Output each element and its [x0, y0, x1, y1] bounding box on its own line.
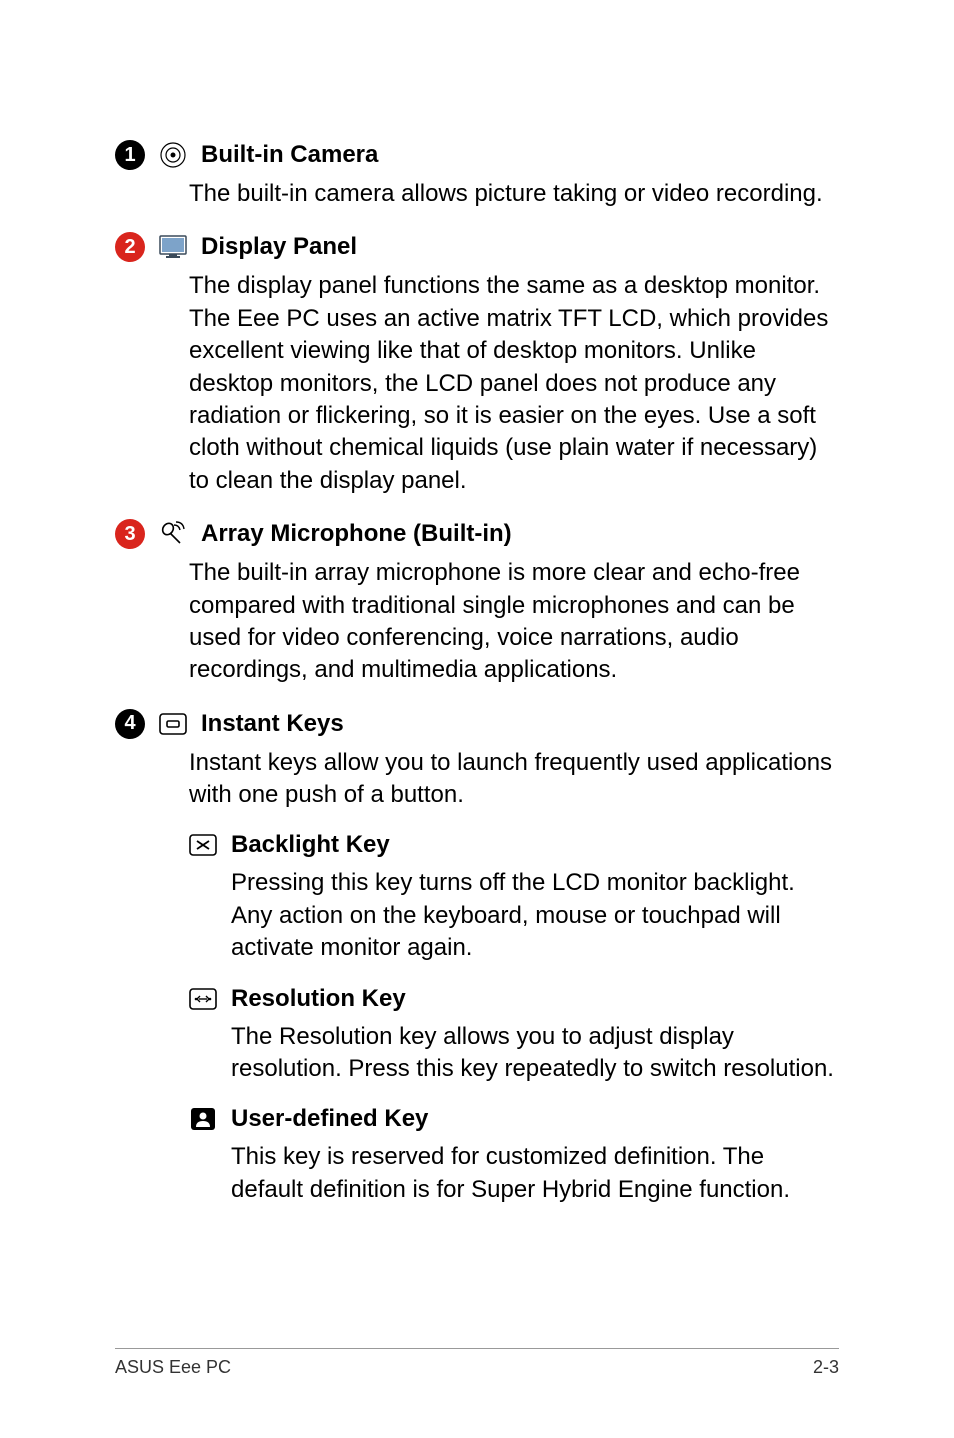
- user-defined-key-icon: [189, 1106, 217, 1132]
- sub-title: User-defined Key: [231, 1105, 428, 1133]
- sub-backlight-key: Backlight Key Pressing this key turns of…: [189, 831, 839, 964]
- display-panel-icon: [159, 233, 187, 261]
- entry-body: Instant keys allow you to launch frequen…: [189, 747, 839, 812]
- entry-body: The built-in array microphone is more cl…: [189, 557, 839, 687]
- footer-left: ASUS Eee PC: [115, 1357, 231, 1378]
- entry-title: Built-in Camera: [201, 141, 378, 169]
- entry-body: The built-in camera allows picture takin…: [189, 178, 839, 210]
- entry-head: 1 Built-in Camera: [115, 140, 839, 170]
- number-badge-4: 4: [115, 709, 145, 739]
- entry-head: 3 Array Microphone (Built-in): [115, 519, 839, 549]
- sub-title: Backlight Key: [231, 831, 390, 859]
- footer-right: 2-3: [813, 1357, 839, 1378]
- entry-instant-keys: 4 Instant Keys Instant keys allow you to…: [115, 709, 839, 1207]
- microphone-icon: [159, 520, 187, 548]
- entry-display-panel: 2 Display Panel The display panel functi…: [115, 232, 839, 497]
- sub-body: This key is reserved for customized defi…: [231, 1141, 839, 1206]
- resolution-key-icon: [189, 986, 217, 1012]
- sub-head: Backlight Key: [189, 831, 839, 859]
- number-badge-2: 2: [115, 232, 145, 262]
- sub-resolution-key: Resolution Key The Resolution key allows…: [189, 985, 839, 1086]
- number-badge-1: 1: [115, 140, 145, 170]
- entry-head: 4 Instant Keys: [115, 709, 839, 739]
- sub-user-defined-key: User-defined Key This key is reserved fo…: [189, 1105, 839, 1206]
- sub-body: The Resolution key allows you to adjust …: [231, 1021, 839, 1086]
- entry-title: Instant Keys: [201, 710, 344, 738]
- entry-title: Array Microphone (Built-in): [201, 520, 512, 548]
- instant-key-icon: [159, 710, 187, 738]
- sub-head: Resolution Key: [189, 985, 839, 1013]
- camera-lens-icon: [159, 141, 187, 169]
- sub-head: User-defined Key: [189, 1105, 839, 1133]
- backlight-key-icon: [189, 832, 217, 858]
- sub-body: Pressing this key turns off the LCD moni…: [231, 867, 839, 964]
- page: 1 Built-in Camera The built-in camera al…: [0, 0, 954, 1438]
- entry-array-microphone: 3 Array Microphone (Built-in) The built-…: [115, 519, 839, 687]
- entry-head: 2 Display Panel: [115, 232, 839, 262]
- entry-body: The display panel functions the same as …: [189, 270, 839, 497]
- entry-title: Display Panel: [201, 233, 357, 261]
- sub-title: Resolution Key: [231, 985, 406, 1013]
- page-footer: ASUS Eee PC 2-3: [115, 1348, 839, 1378]
- number-badge-3: 3: [115, 519, 145, 549]
- entry-built-in-camera: 1 Built-in Camera The built-in camera al…: [115, 140, 839, 210]
